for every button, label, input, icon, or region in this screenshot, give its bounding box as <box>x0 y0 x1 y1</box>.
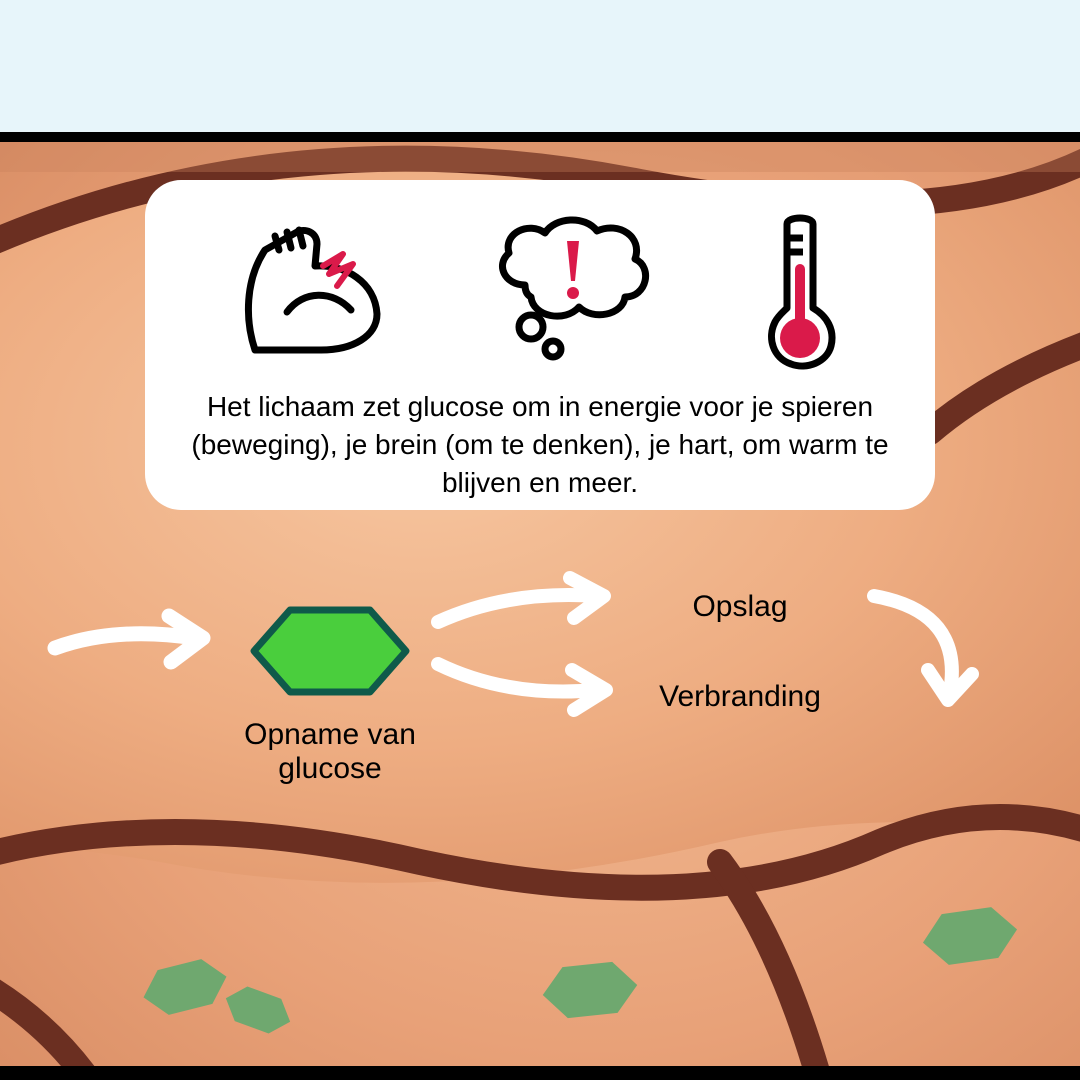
thermometer-icon <box>745 210 855 370</box>
label-verbranding: Verbranding <box>600 680 880 714</box>
sky-band <box>0 0 1080 132</box>
bg-hexagon <box>537 955 643 1025</box>
arrow-up <box>428 570 628 640</box>
thought-icon <box>475 215 665 365</box>
callout-text: Het lichaam zet glucose om in energie vo… <box>185 388 895 501</box>
explanation-callout: Het lichaam zet glucose om in energie vo… <box>145 180 935 510</box>
callout-icon-row <box>185 210 895 370</box>
glucose-hexagon <box>250 606 410 696</box>
label-opname-glucose: Opname van glucose <box>200 718 460 786</box>
frame-border-top <box>0 132 1080 142</box>
arrow-down <box>428 650 628 720</box>
muscle-icon <box>225 220 395 360</box>
frame-border-bottom <box>0 1066 1080 1080</box>
arrow-in <box>45 600 235 680</box>
label-opslag: Opslag <box>640 590 840 624</box>
infographic-canvas: Het lichaam zet glucose om in energie vo… <box>0 0 1080 1080</box>
